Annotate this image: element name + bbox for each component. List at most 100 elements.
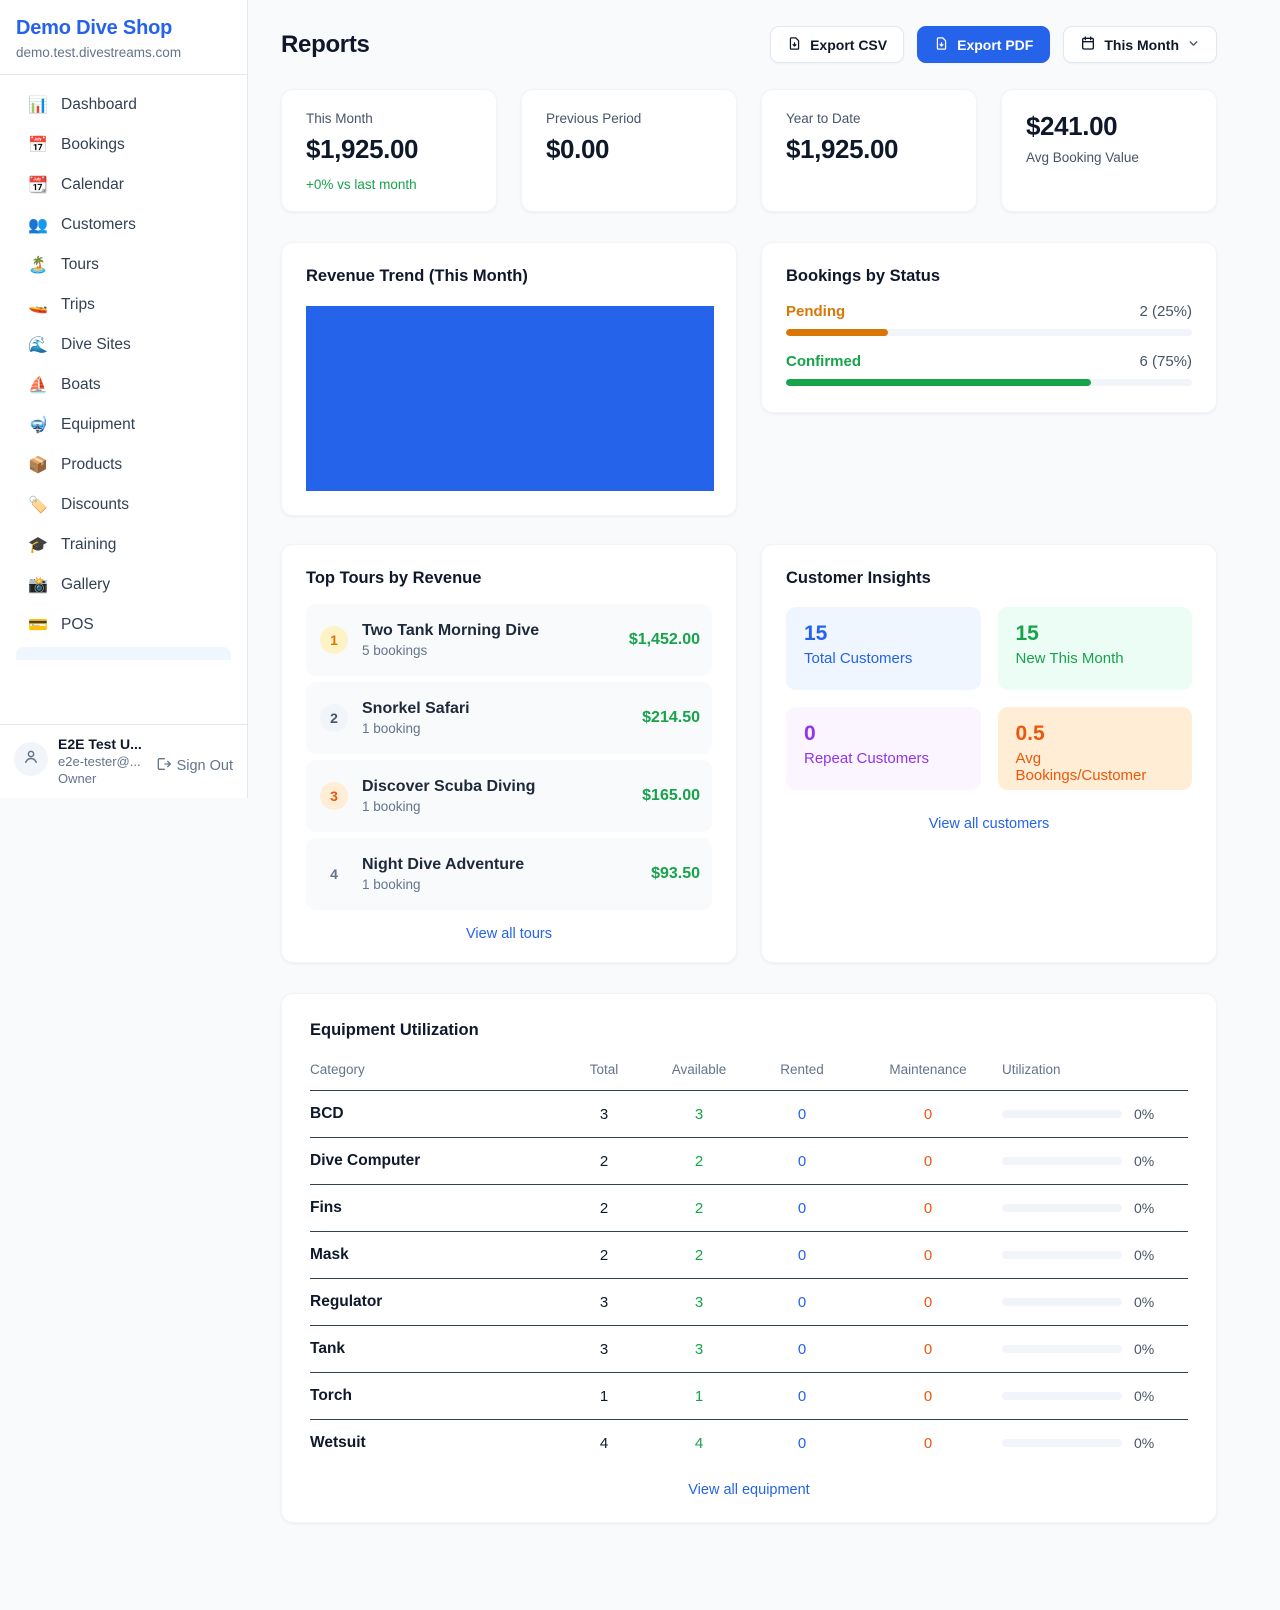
user-role: Owner [58,771,97,786]
tour-row-night-dive-adventure: 4 Night Dive Adventure 1 booking $93.50 [306,838,712,910]
stat-value: $0.00 [546,134,610,164]
sidebar-item-label: Trips [61,296,95,313]
page-header: Reports Export CSV E [281,26,1217,63]
sidebar-item-label: Dashboard [61,96,137,113]
user-email: e2e-tester@... [58,754,141,769]
customers-icon: 👥 [28,217,48,234]
main-content: Reports Export CSV E [248,0,1280,1563]
sidebar-item-training[interactable]: 🎓 Training [16,525,231,565]
cell-available: 3 [648,1325,750,1373]
cell-available: 3 [648,1278,750,1326]
equipment-utilization-title: Equipment Utilization [310,1021,479,1039]
sidebar-item-tours[interactable]: 🏝️ Tours [16,245,231,285]
sidebar-item-equipment[interactable]: 🤿 Equipment [16,405,231,445]
calendar-icon [1080,35,1096,54]
status-bar-track [786,379,1192,386]
utilization-bar [1002,1204,1122,1212]
sidebar-item-customers[interactable]: 👥 Customers [16,205,231,245]
cell-utilization: 0% [1002,1184,1188,1232]
cell-total: 3 [560,1090,648,1138]
cell-category: BCD [310,1090,560,1138]
stat-delta: +0% vs last month [306,177,417,192]
sidebar-item-calendar[interactable]: 📆 Calendar [16,165,231,205]
cell-available: 2 [648,1137,750,1185]
rank-badge: 1 [320,626,348,654]
cell-total: 3 [560,1278,648,1326]
sidebar-item-trips[interactable]: 🚤 Trips [16,285,231,325]
revenue-trend-card: Revenue Trend (This Month) [281,242,737,516]
cell-utilization: 0% [1002,1420,1188,1467]
page-title: Reports [281,30,370,58]
tour-bookings: 1 booking [362,877,421,892]
status-row-pending: Pending 2 (25%) [786,303,1192,336]
sidebar-item-dashboard[interactable]: 📊 Dashboard [16,85,231,125]
utilization-percent: 0% [1134,1106,1155,1122]
revenue-trend-chart [306,306,714,491]
logout-icon [155,756,171,776]
sidebar-item-reports-active-partial[interactable] [16,647,231,660]
utilization-bar [1002,1439,1122,1447]
export-csv-button[interactable]: Export CSV [770,26,905,63]
tour-amount: $214.50 [642,709,700,726]
cell-maintenance: 0 [854,1231,1002,1279]
sidebar-item-bookings[interactable]: 📅 Bookings [16,125,231,165]
sidebar-item-label: Discounts [61,496,130,513]
sidebar-item-label: Calendar [61,176,124,193]
status-bar-track [786,329,1192,336]
cell-total: 2 [560,1184,648,1232]
rank-badge: 2 [320,704,348,732]
rank-badge: 3 [320,782,348,810]
table-row-tank: Tank 3 3 0 0 0% [310,1325,1188,1373]
export-pdf-button[interactable]: Export PDF [917,26,1051,63]
cell-rented: 0 [750,1090,854,1138]
bookings-icon: 📅 [28,137,48,154]
utilization-bar [1002,1345,1122,1353]
revenue-trend-title: Revenue Trend (This Month) [306,267,528,285]
sidebar-item-products[interactable]: 📦 Products [16,445,231,485]
header-actions: Export CSV Export PDF [770,26,1217,63]
shop-domain: demo.test.divestreams.com [16,45,182,60]
trips-icon: 🚤 [28,297,48,314]
sidebar-item-pos[interactable]: 💳 POS [16,605,231,645]
insight-value: 0 [804,722,816,745]
status-count: 2 (25%) [1139,303,1192,320]
utilization-percent: 0% [1134,1388,1155,1404]
view-all-tours-link[interactable]: View all tours [466,926,552,942]
status-label: Confirmed [786,353,861,370]
utilization-bar [1002,1392,1122,1400]
cell-rented: 0 [797,1434,807,1452]
stat-card-avg-booking-value: $241.00 Avg Booking Value [1001,89,1217,212]
sidebar-item-label: Training [61,536,117,553]
sidebar-item-discounts[interactable]: 🏷️ Discounts [16,485,231,525]
period-dropdown[interactable]: This Month [1063,26,1217,63]
sidebar-item-boats[interactable]: ⛵ Boats [16,365,231,405]
cell-maintenance: 0 [854,1372,1002,1420]
sidebar-item-label: POS [61,616,94,633]
cell-maintenance: 0 [854,1278,1002,1326]
sidebar-nav: 📊 Dashboard 📅 Bookings 📆 Calendar 👥 Customers 🏝️… [0,75,247,724]
cell-category: Fins [310,1184,560,1232]
view-all-equipment-link[interactable]: View all equipment [688,1482,810,1498]
view-all-customers-link[interactable]: View all customers [928,816,1050,832]
table-row-wetsuit: Wetsuit 4 4 0 0 0% [310,1420,1188,1467]
cell-utilization: 0% [1002,1137,1188,1185]
stat-label: Avg Booking Value [1026,150,1139,165]
tour-bookings: 5 bookings [362,643,428,658]
shop-name: Demo Dive Shop [16,17,173,39]
sign-out-button[interactable]: Sign Out [155,756,233,776]
bookings-by-status-title: Bookings by Status [786,267,941,285]
app-layout: Demo Dive Shop demo.test.divestreams.com… [0,0,1280,1563]
tour-bookings: 1 booking [362,799,421,814]
utilization-bar [1002,1251,1122,1259]
utilization-percent: 0% [1134,1294,1155,1310]
sidebar-item-dive-sites[interactable]: 🌊 Dive Sites [16,325,231,365]
cell-rented: 0 [750,1137,854,1185]
customer-insights-title: Customer Insights [786,569,931,587]
insight-tile-new-this-month: 15 New This Month [997,607,1192,690]
export-csv-label: Export CSV [810,36,888,53]
charts-row: Revenue Trend (This Month) Bookings by S… [281,242,1217,516]
utilization-percent: 0% [1134,1341,1155,1357]
cell-maintenance: 0 [854,1090,1002,1138]
insight-value: 15 [1015,622,1039,645]
sidebar-item-gallery[interactable]: 📸 Gallery [16,565,231,605]
